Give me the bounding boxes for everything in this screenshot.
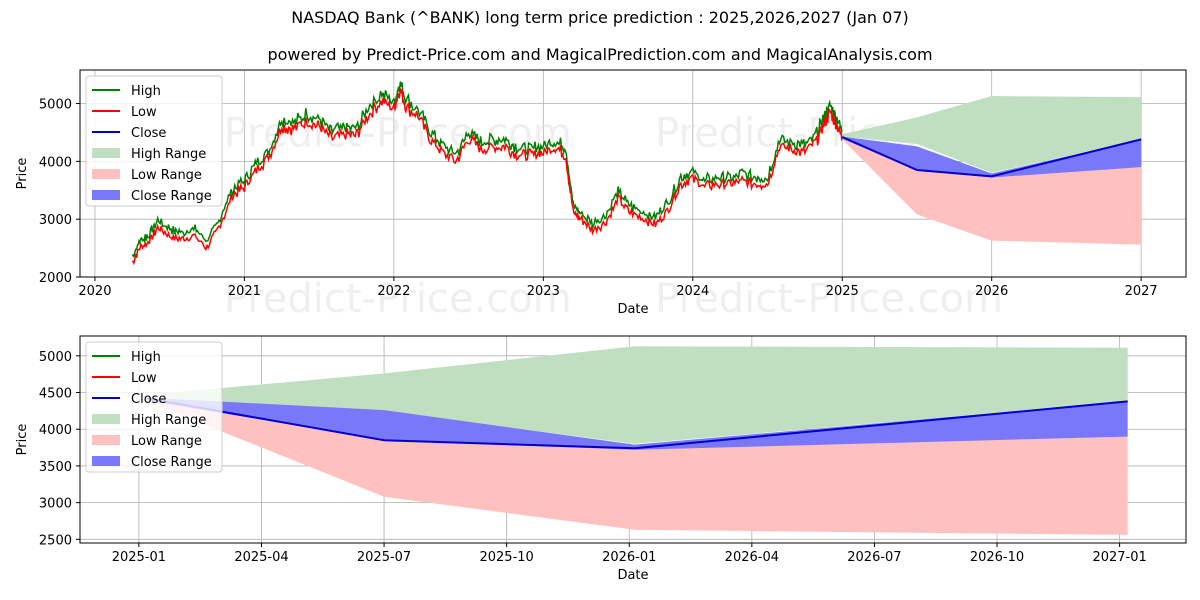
p0-low-series-line — [131, 88, 843, 266]
p1-x-tick-label-1: 2025-04 — [234, 550, 288, 565]
p1-low-range-band — [146, 398, 1128, 535]
p1-y-tick-label-5: 5000 — [39, 350, 72, 365]
p0-y-tick-label-0: 2000 — [39, 271, 72, 286]
p1-y-tick-label-1: 3000 — [39, 497, 72, 512]
p1-y-tick-label-2: 3500 — [39, 460, 72, 475]
chart-subtitle: powered by Predict-Price.com and Magical… — [267, 45, 933, 64]
p1-close-forecast-line — [146, 397, 1128, 450]
p1-high-range-band — [146, 346, 1128, 444]
p0-plot-area — [131, 81, 1142, 266]
p0-y-tick-label-2: 4000 — [39, 155, 72, 170]
p1-legend-label-5: Close Range — [131, 455, 212, 470]
p0-legend-label-5: Close Range — [131, 189, 212, 204]
p0-y-axis-label: Price — [15, 158, 30, 190]
p0-watermark-4: Predict-Price.com — [655, 276, 1003, 322]
p0-legend-label-2: Close — [131, 126, 166, 141]
p1-legend-swatch-5 — [92, 456, 120, 466]
p0-legend-swatch-5 — [92, 190, 120, 200]
p0-high-series-line — [131, 81, 843, 259]
p1-y-tick-label-4: 4500 — [39, 387, 72, 402]
p0-x-tick-label-1: 2021 — [228, 284, 261, 299]
p1-x-axis-label: Date — [617, 568, 648, 583]
p0-x-tick-label-0: 2020 — [78, 284, 111, 299]
p1-legend-label-3: High Range — [131, 413, 206, 428]
p0-close-range-band — [842, 136, 1142, 178]
p0-x-tick-label-4: 2024 — [676, 284, 709, 299]
p0-close-forecast-line — [841, 136, 1142, 178]
p1-legend-label-4: Low Range — [131, 434, 202, 449]
p0-low-range-band — [842, 137, 1142, 245]
p0-x-tick-label-2: 2022 — [377, 284, 410, 299]
p0-x-tick-label-3: 2023 — [527, 284, 560, 299]
p0-axes-frame — [79, 69, 1187, 278]
p0-watermark-3: Predict-Price.com — [224, 276, 572, 322]
p0-x-tick-label-6: 2026 — [975, 284, 1008, 299]
p0-y-tick-label-3: 5000 — [39, 98, 72, 113]
p1-x-tick-label-7: 2026-10 — [970, 550, 1024, 565]
p1-x-tick-label-2: 2025-07 — [357, 550, 411, 565]
p0-x-tick-label-7: 2027 — [1125, 284, 1158, 299]
p1-y-tick-label-0: 2500 — [39, 533, 72, 548]
p0-x-tick-label-5: 2025 — [826, 284, 859, 299]
p0-legend-swatch-4 — [92, 169, 120, 179]
p1-x-tick-label-3: 2025-10 — [479, 550, 533, 565]
p1-x-tick-label-6: 2026-07 — [847, 550, 901, 565]
p0-legend-label-0: High — [131, 84, 161, 99]
p0-legend-swatch-3 — [92, 148, 120, 158]
p1-x-tick-label-5: 2026-04 — [725, 550, 779, 565]
p1-x-tick-label-4: 2026-01 — [602, 550, 656, 565]
p1-legend-swatch-4 — [92, 435, 120, 445]
p1-axes-frame — [79, 335, 1187, 544]
p1-x-tick-label-0: 2025-01 — [112, 550, 166, 565]
p1-close-range-band — [146, 397, 1128, 450]
p1-y-tick-label-3: 4000 — [39, 423, 72, 438]
p0-high-range-band — [842, 96, 1142, 173]
p1-plot-area — [146, 346, 1128, 535]
p1-y-axis-label: Price — [15, 424, 30, 456]
chart-title: NASDAQ Bank (^BANK) long term price pred… — [291, 8, 909, 27]
p1-x-tick-label-8: 2027-01 — [1092, 550, 1146, 565]
p0-legend-label-3: High Range — [131, 147, 206, 162]
p0-y-tick-label-1: 3000 — [39, 213, 72, 228]
p1-legend-label-2: Close — [131, 392, 166, 407]
p1-legend-label-1: Low — [131, 371, 157, 386]
p0-legend-label-4: Low Range — [131, 168, 202, 183]
p1-legend-label-0: High — [131, 350, 161, 365]
p0-x-axis-label: Date — [617, 302, 648, 317]
p1-legend-swatch-3 — [92, 414, 120, 424]
p0-legend-label-1: Low — [131, 105, 157, 120]
